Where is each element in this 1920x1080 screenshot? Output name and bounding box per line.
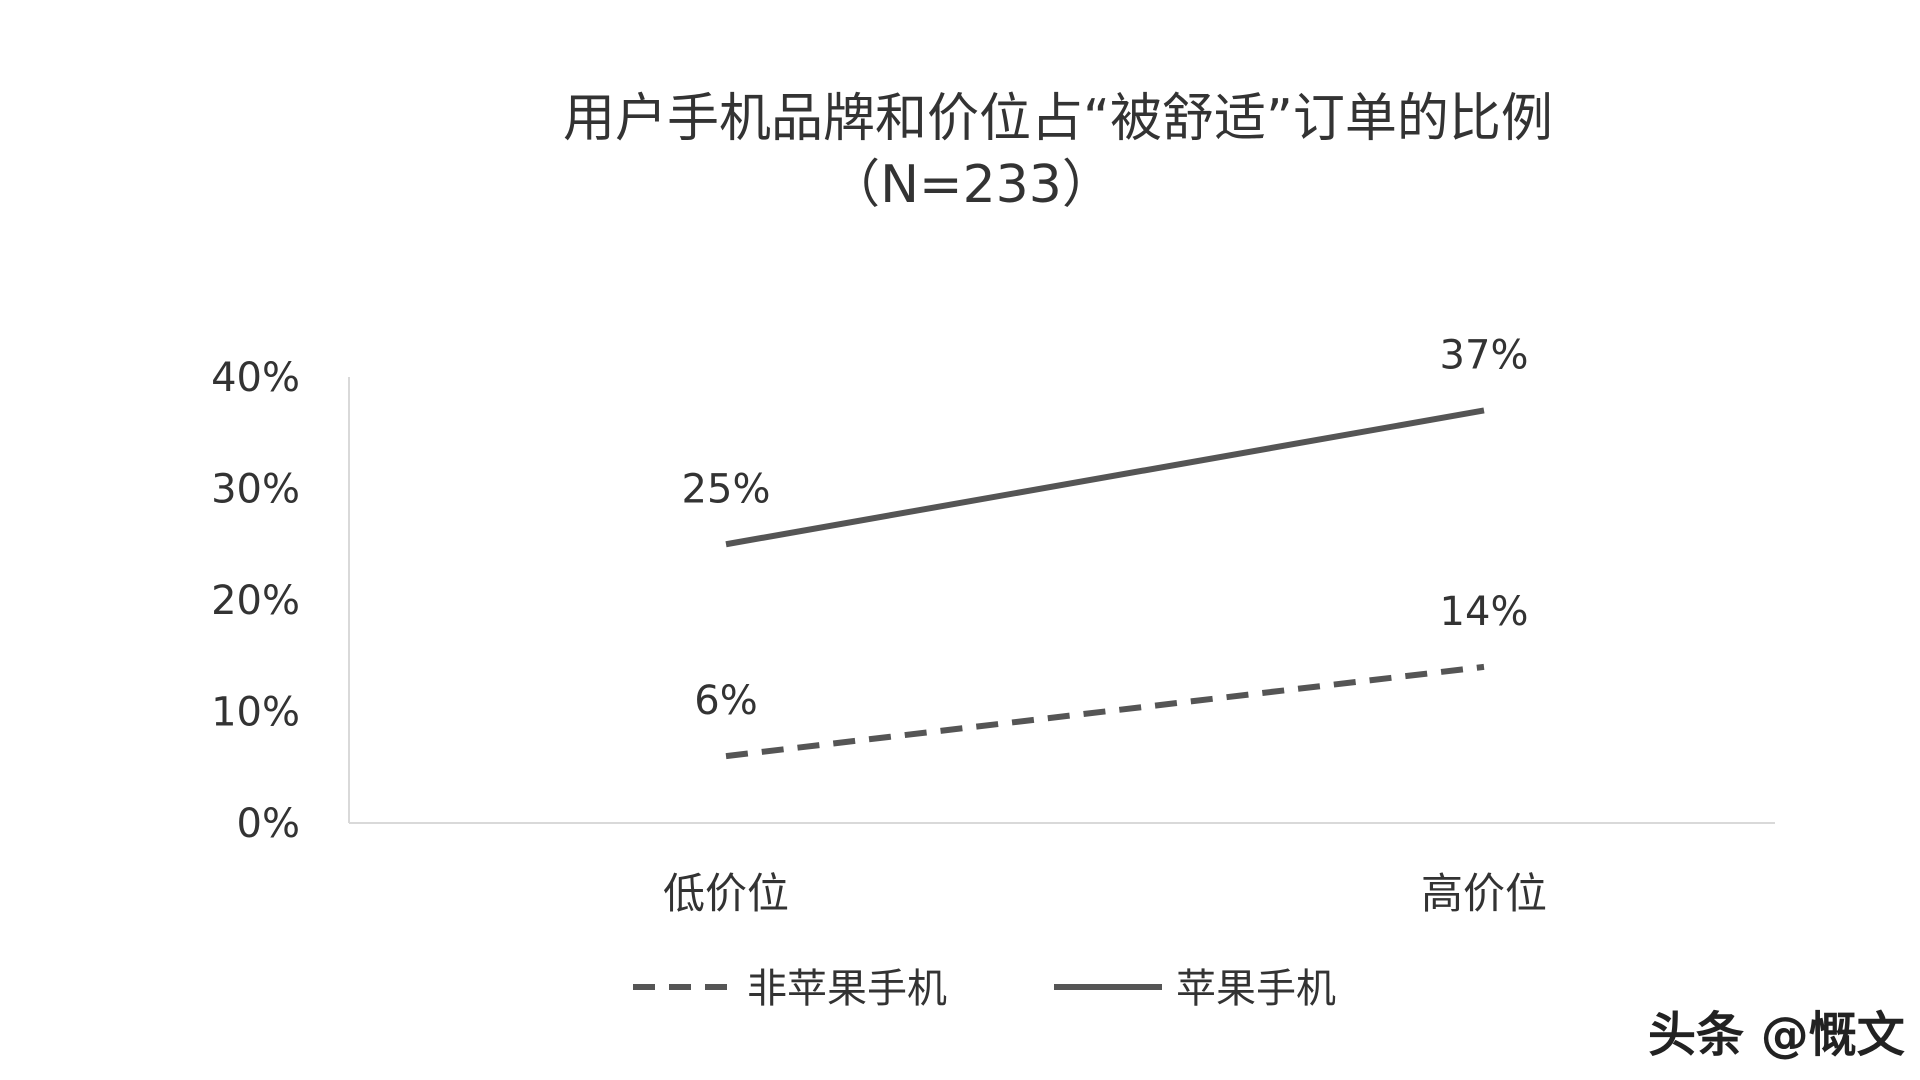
x-tick-label: 低价位 — [663, 869, 789, 918]
y-tick-label: 20% — [211, 578, 300, 624]
apple-series-line — [725, 407, 1485, 548]
apple-data-label: 37% — [1440, 332, 1529, 378]
chart-subtitle: （N=233） — [828, 155, 1114, 215]
y-tick-label: 30% — [211, 467, 300, 513]
apple-data-label: 25% — [682, 466, 771, 512]
watermark: 头条 @慨文 — [1648, 1007, 1905, 1063]
y-tick-label: 10% — [211, 690, 300, 736]
non-apple-series-line — [725, 663, 1485, 760]
chart-title: 用户手机品牌和价位占“被舒适”订单的比例 — [563, 89, 1553, 149]
non-apple-data-label: 6% — [694, 678, 757, 724]
y-tick-label: 0% — [237, 801, 300, 847]
apple-legend-label: 苹果手机 — [1176, 966, 1336, 1012]
non-apple-data-label: 14% — [1440, 589, 1529, 635]
x-tick-label: 高价位 — [1421, 869, 1547, 918]
y-tick-label: 40% — [211, 355, 300, 401]
non-apple-legend-label: 非苹果手机 — [747, 966, 947, 1012]
